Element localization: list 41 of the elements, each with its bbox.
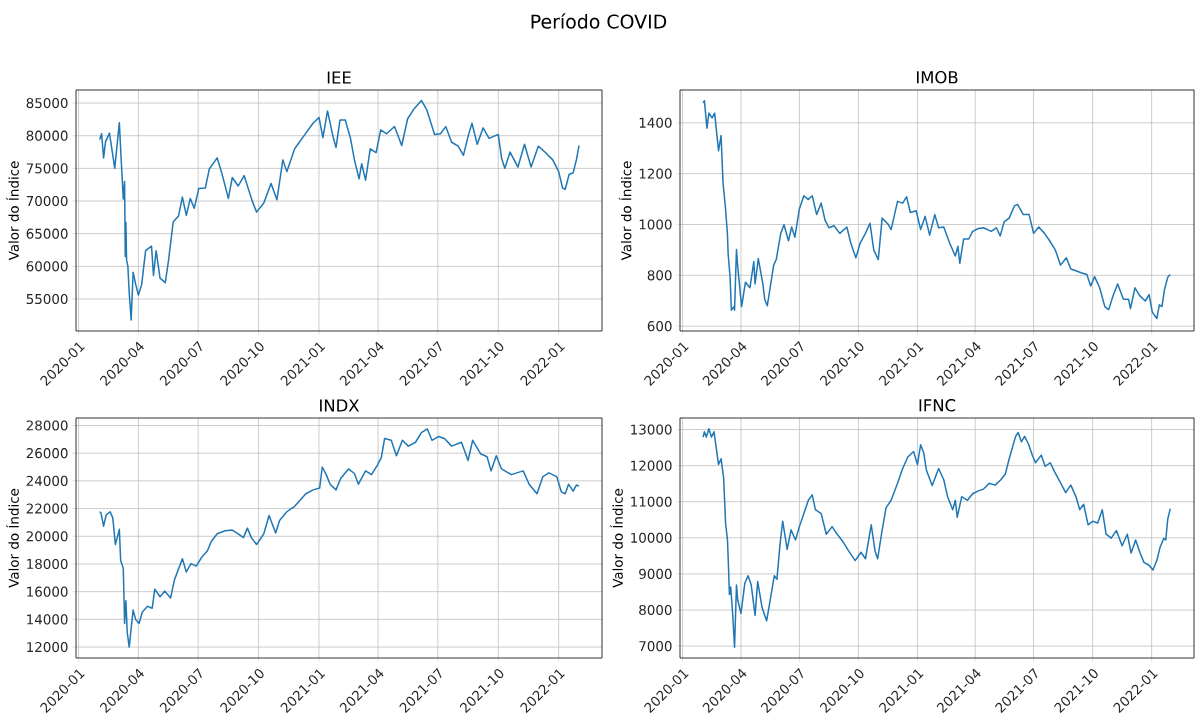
y-tick-label: 13000 bbox=[631, 424, 672, 435]
y-axis-title: Valor do Índice bbox=[6, 161, 19, 261]
y-tick-label: 80000 bbox=[26, 130, 68, 141]
y-tick-label: 7000 bbox=[639, 641, 672, 652]
y-tick-label: 1000 bbox=[639, 219, 672, 230]
line-series bbox=[98, 99, 580, 321]
y-tick-label: 11000 bbox=[631, 496, 672, 507]
y-axis-title: Valor do Índice bbox=[6, 488, 19, 588]
y-tick-label: 24000 bbox=[26, 475, 68, 486]
y-tick-label: 18000 bbox=[27, 558, 68, 570]
y-tick-label: 28000 bbox=[26, 420, 68, 431]
line-series bbox=[702, 428, 1172, 648]
chart-title: INDX bbox=[320, 399, 360, 412]
y-tick-label: 1200 bbox=[639, 168, 672, 179]
chart-title: IFNC bbox=[919, 399, 956, 412]
y-tick-label: 1400 bbox=[639, 117, 672, 128]
y-tick-label: 60000 bbox=[26, 261, 68, 272]
y-tick-label: 12000 bbox=[27, 641, 68, 653]
y-tick-label: 55000 bbox=[26, 293, 68, 305]
y-tick-label: 70000 bbox=[26, 195, 68, 207]
y-tick-label: 26000 bbox=[26, 448, 68, 459]
y-tick-label: 9000 bbox=[639, 568, 672, 579]
y-tick-label: 16000 bbox=[27, 586, 68, 597]
y-tick-label: 20000 bbox=[26, 531, 68, 542]
line-series bbox=[98, 428, 580, 648]
line-series bbox=[702, 99, 1172, 320]
y-tick-label: 22000 bbox=[26, 503, 68, 514]
y-tick-label: 8000 bbox=[639, 604, 672, 616]
y-axis-title: Valor do Índice bbox=[610, 488, 623, 588]
y-tick-label: 14000 bbox=[27, 614, 68, 625]
y-axis-title: Valor do Índice bbox=[618, 161, 632, 261]
y-tick-label: 75000 bbox=[26, 163, 68, 174]
chart-title: IEE bbox=[327, 71, 351, 84]
y-tick-label: 600 bbox=[647, 321, 672, 332]
y-tick-label: 65000 bbox=[26, 228, 68, 239]
y-tick-label: 12000 bbox=[631, 460, 672, 471]
chart-title: IMOB bbox=[917, 71, 958, 84]
y-tick-label: 800 bbox=[647, 270, 672, 281]
y-tick-label: 85000 bbox=[26, 97, 68, 109]
text: Período COVID bbox=[531, 13, 667, 29]
y-tick-label: 10000 bbox=[631, 532, 672, 543]
